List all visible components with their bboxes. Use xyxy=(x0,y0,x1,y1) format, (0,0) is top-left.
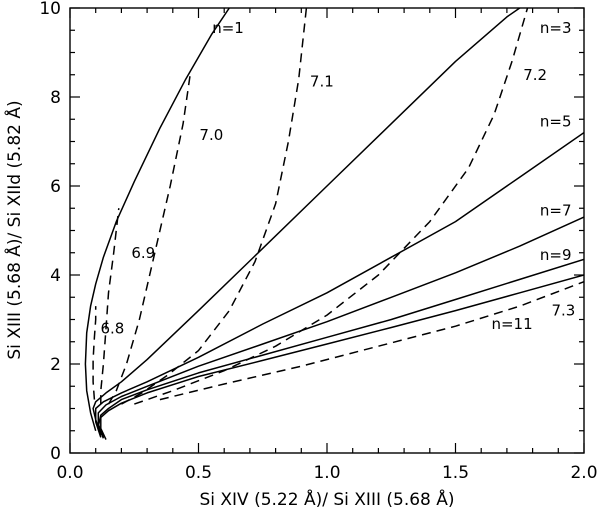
series-line-7-1 xyxy=(121,8,308,405)
x-tick-label: 1.5 xyxy=(442,463,469,483)
x-tick-label: 0.5 xyxy=(185,463,212,483)
curve-label: 7.3 xyxy=(552,302,576,320)
y-axis-label: Si XIII (5.68 Å)/ Si XIId (5.82 Å) xyxy=(3,100,25,359)
x-tick-label: 0.0 xyxy=(56,463,83,483)
curve-labels-layer: n=1 n=3 n=5 n=7 n=9 n=11 7.0 7.1 7.2 6.9 6.8 7.3 xyxy=(100,19,575,337)
curve-label: n=1 xyxy=(212,19,244,37)
curve-label: 6.8 xyxy=(100,319,124,337)
tick-labels-layer: 0.0 0.5 1.0 1.5 2.0 0 2 4 6 8 10 xyxy=(39,0,597,483)
x-tick-label: 1.0 xyxy=(313,463,340,483)
y-tick-label: 0 xyxy=(50,444,61,464)
curve-label: n=11 xyxy=(491,315,532,333)
y-tick-label: 2 xyxy=(50,355,61,375)
curves-layer xyxy=(84,8,584,440)
curve-label: n=9 xyxy=(540,246,572,264)
series-line-n7 xyxy=(97,216,584,438)
curve-label: 6.9 xyxy=(131,244,155,262)
curve-label: 7.2 xyxy=(523,66,547,84)
series-line-n11 xyxy=(100,274,584,440)
curve-label: n=7 xyxy=(540,201,572,219)
series-line-7-2 xyxy=(134,8,529,405)
curve-label: 7.0 xyxy=(199,126,223,144)
x-tick-label: 2.0 xyxy=(570,463,597,483)
curve-label: n=3 xyxy=(540,19,572,37)
y-tick-label: 8 xyxy=(50,88,61,108)
series-line-n5 xyxy=(94,131,584,438)
series-line-n1 xyxy=(84,8,230,432)
y-tick-label: 10 xyxy=(39,0,61,19)
series-line-6-8 xyxy=(92,306,97,400)
series-line-6-9 xyxy=(100,208,120,405)
x-axis-label: Si XIV (5.22 Å)/ Si XIII (5.68 Å) xyxy=(199,488,454,510)
series-line-7-3 xyxy=(159,280,584,401)
series-line-n3 xyxy=(92,8,522,436)
y-tick-label: 6 xyxy=(50,177,61,197)
series-line-n9 xyxy=(97,258,584,439)
curve-label: n=5 xyxy=(540,112,572,130)
curve-label: 7.1 xyxy=(310,72,334,90)
y-tick-label: 4 xyxy=(50,266,61,286)
ticks-layer xyxy=(69,7,585,454)
series-line-7-0 xyxy=(107,70,192,405)
